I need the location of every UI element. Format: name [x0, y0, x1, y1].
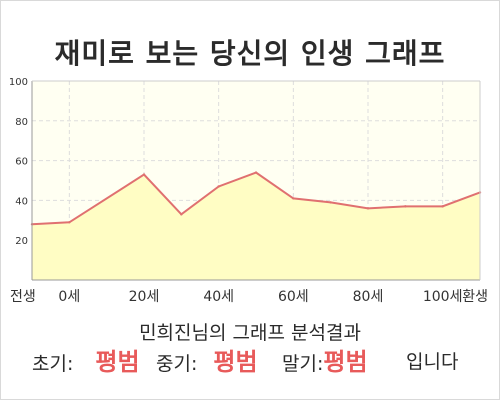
- late-period-summary: 말기:평범: [282, 344, 368, 380]
- x-tick-label: 전생: [10, 289, 36, 305]
- y-tick-label: 100: [9, 77, 28, 88]
- data-point: [292, 197, 295, 200]
- page-title: 재미로 보는 당신의 인생 그래프: [54, 37, 446, 70]
- middle-result: 평범: [213, 348, 258, 376]
- data-point: [366, 207, 370, 210]
- data-point: [68, 221, 71, 224]
- late-result: 평범: [323, 348, 368, 376]
- middle-label: 중기:: [156, 353, 198, 375]
- y-tick-label: 20: [15, 236, 28, 247]
- x-tick-label: 100세: [423, 289, 463, 305]
- analysis-caption: 민희진님의 그래프 분석결과: [139, 322, 361, 344]
- y-axis-ticks: 100 80 60 40 20: [9, 77, 28, 247]
- x-tick-label: 0세: [58, 289, 80, 305]
- data-point: [441, 205, 444, 208]
- early-period-summary: 초기: 평범: [32, 344, 140, 380]
- data-point: [329, 201, 332, 204]
- data-point: [404, 205, 407, 208]
- data-point: [180, 213, 183, 216]
- y-tick-label: 80: [15, 117, 28, 128]
- x-tick-label: 20세: [129, 289, 160, 305]
- summary-suffix: 입니다: [406, 351, 459, 373]
- x-axis-ticks: 전생 0세 20세 40세 60세 80세 100세 환생: [10, 289, 488, 305]
- early-result: 평범: [95, 348, 140, 376]
- middle-period-summary: 중기: 평범: [156, 344, 258, 380]
- early-label: 초기:: [32, 353, 74, 375]
- late-label: 말기:: [282, 353, 324, 375]
- y-tick-label: 60: [15, 157, 28, 168]
- x-tick-label: 환생: [462, 289, 488, 305]
- chart-area-layer: [30, 171, 482, 280]
- chart-axes: [31, 80, 481, 281]
- x-tick-label: 80세: [353, 289, 384, 305]
- y-tick-label: 40: [15, 196, 28, 207]
- data-point: [217, 185, 220, 188]
- series-line: [31, 171, 481, 226]
- x-tick-label: 40세: [203, 289, 234, 305]
- data-point: [254, 171, 258, 174]
- area-fill: [32, 172, 480, 280]
- x-tick-label: 60세: [278, 289, 309, 305]
- data-point: [142, 173, 146, 176]
